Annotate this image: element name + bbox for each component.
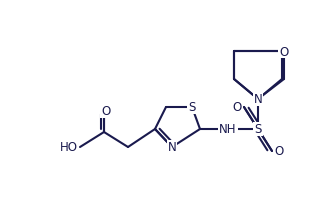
Text: HO: HO [60, 141, 78, 154]
Text: N: N [254, 93, 262, 106]
Text: N: N [168, 141, 176, 154]
Text: O: O [279, 45, 289, 58]
Text: O: O [233, 101, 242, 114]
Text: O: O [101, 105, 110, 118]
Text: NH: NH [219, 123, 237, 136]
Text: O: O [274, 145, 283, 158]
Text: S: S [188, 101, 196, 114]
Text: S: S [254, 123, 262, 136]
